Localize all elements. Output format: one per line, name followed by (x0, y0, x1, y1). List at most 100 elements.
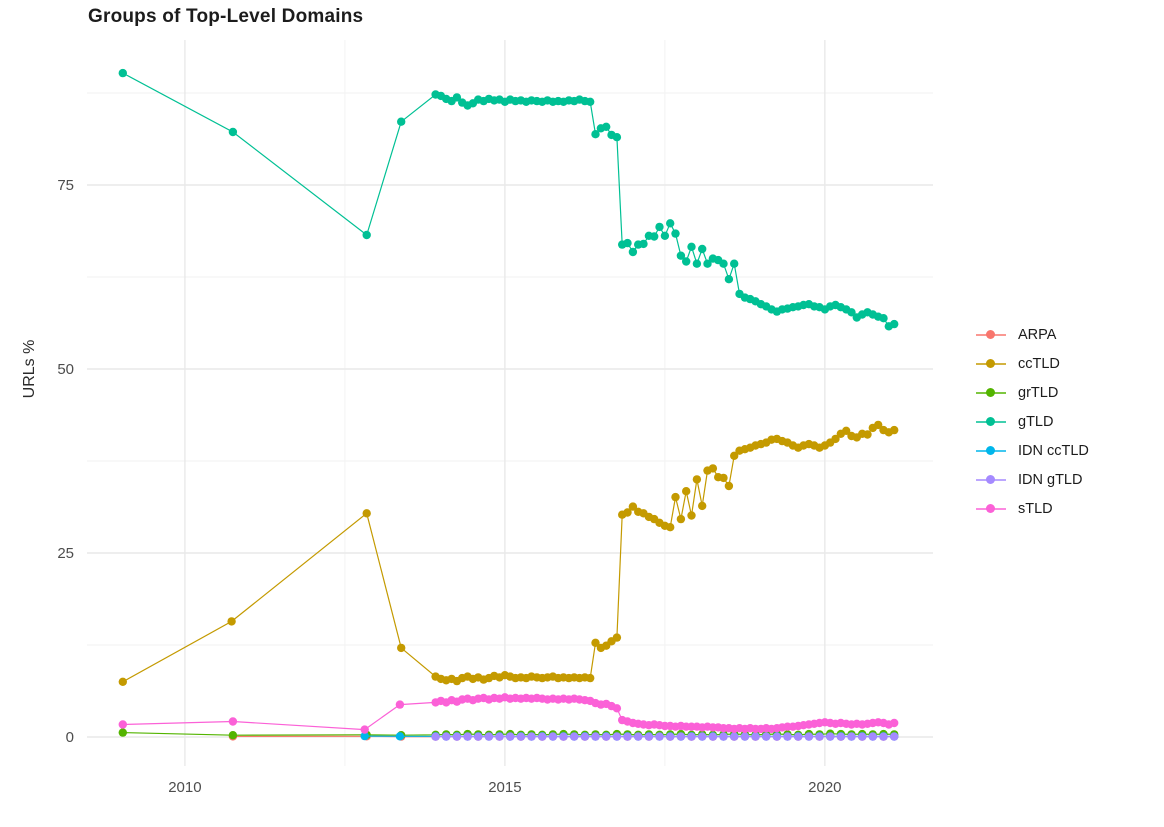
series-gTLD-point (847, 308, 856, 317)
series-gTLD-point (890, 319, 899, 329)
legend-key-icon (976, 417, 1006, 426)
series-gTLD-point (362, 230, 371, 240)
series-IDN gTLD-point (570, 732, 579, 741)
legend-key-icon (976, 504, 1006, 513)
series-IDN gTLD-point (559, 732, 568, 741)
series-IDN gTLD-point (698, 732, 707, 741)
series-ccTLD-point (666, 523, 675, 532)
series-IDN gTLD-point (794, 732, 803, 741)
y-tick-label: 0 (66, 729, 74, 746)
series-ccTLD-point (591, 638, 600, 647)
series-ccTLD-point (874, 420, 883, 430)
series-ccTLD-point (708, 464, 718, 473)
series-IDN gTLD-point (602, 732, 611, 741)
series-ccTLD-point (397, 643, 406, 653)
legend-label: gTLD (1018, 413, 1054, 430)
series-ccTLD-point (890, 425, 899, 435)
series-IDN gTLD-point (858, 732, 867, 741)
series-ccTLD-point (682, 487, 691, 496)
y-tick-label: 75 (57, 177, 74, 194)
series-ccTLD-point (698, 501, 707, 511)
series-IDN gTLD-point (516, 732, 526, 741)
x-tick-label: 2010 (168, 779, 201, 796)
legend-key-icon (976, 446, 1006, 455)
series-gTLD-point (452, 93, 462, 102)
series-IDN gTLD-point (623, 732, 632, 741)
series-ccTLD-point (730, 451, 739, 460)
series-ccTLD-point (118, 677, 128, 686)
series-IDN gTLD-point (783, 732, 792, 741)
series-gTLD-point (682, 257, 691, 266)
series-gTLD-point (719, 259, 728, 268)
series-IDN gTLD-point (463, 732, 472, 741)
series-IDN gTLD-point (634, 732, 643, 741)
series-ccTLD-point (586, 673, 595, 683)
series-IDN gTLD-point (751, 732, 760, 741)
legend-label: IDN gTLD (1018, 471, 1083, 488)
series-IDN gTLD-point (527, 732, 536, 741)
series-IDN gTLD-point (826, 732, 835, 741)
series-IDN gTLD-point (538, 732, 547, 741)
series-IDN gTLD-point (762, 732, 771, 741)
series-gTLD-point (628, 247, 638, 257)
legend-key-icon (976, 475, 1006, 484)
series-gTLD-point (228, 127, 238, 137)
series-gTLD-point (612, 133, 622, 142)
series-ccTLD-point (623, 508, 632, 517)
series-gTLD-point (676, 251, 686, 260)
series-gTLD-point (397, 117, 406, 126)
series-IDN gTLD-point (495, 732, 504, 741)
series-grTLD-point (118, 728, 128, 737)
series-gTLD-line (122, 72, 895, 328)
series-gTLD-point (687, 242, 696, 251)
series-IDN gTLD-point (431, 732, 440, 741)
series-IDN gTLD-point (484, 732, 494, 741)
series-ccTLD-point (612, 633, 622, 642)
legend-item-sTLD: sTLD (976, 494, 1089, 523)
series-IDN gTLD-point (804, 732, 814, 741)
series-IDN gTLD-point (506, 732, 515, 741)
series-gTLD-point (118, 68, 128, 78)
x-tick-label: 2020 (808, 779, 841, 796)
series-gTLD-point (730, 259, 739, 268)
series-IDN gTLD-point (612, 732, 622, 741)
series-sTLD-point (360, 725, 369, 734)
legend-item-gTLD: gTLD (976, 407, 1089, 436)
legend: ARPA ccTLD grTLD gTLD IDN ccTLD IDN gTLD sTLD (976, 320, 1089, 523)
series-gTLD-point (655, 222, 664, 232)
series-gTLD-point (586, 97, 595, 107)
legend-label: ccTLD (1018, 355, 1060, 372)
legend-item-ARPA: ARPA (976, 320, 1089, 349)
series-IDN gTLD-point (868, 732, 877, 741)
series-gTLD-point (660, 231, 670, 240)
legend-key-icon (976, 388, 1006, 397)
series-ccTLD-point (227, 617, 236, 626)
series-gTLD-point (602, 122, 611, 131)
legend-label: sTLD (1018, 500, 1053, 517)
legend-item-grTLD: grTLD (976, 378, 1089, 407)
series-sTLD-point (118, 720, 128, 729)
series-IDN gTLD-point (730, 732, 739, 741)
legend-label: ARPA (1018, 326, 1057, 343)
series-ccTLD-point (692, 475, 702, 484)
series-IDN gTLD-point (655, 732, 664, 741)
legend-key-icon (976, 330, 1006, 339)
series-ccTLD-point (831, 434, 840, 444)
series-gTLD-point (692, 259, 702, 268)
series-gTLD-point (879, 314, 888, 323)
series-IDN gTLD-point (847, 732, 856, 741)
series-ccTLD-point (671, 492, 680, 502)
chart-title: Groups of Top-Level Domains (88, 6, 364, 27)
series-IDN gTLD-point (708, 732, 718, 741)
series-gTLD-point (666, 219, 675, 228)
series-sTLD-point (612, 704, 622, 713)
series-ccTLD-point (724, 481, 734, 491)
series-sTLD-point (228, 717, 238, 726)
series-ccTLD-point (863, 430, 872, 439)
series-IDN gTLD-point (879, 732, 888, 741)
series-ccTLD-point (687, 511, 696, 520)
series-IDN gTLD-point (676, 732, 686, 741)
legend-label: grTLD (1018, 384, 1059, 401)
legend-item-IDN ccTLD: IDN ccTLD (976, 436, 1089, 465)
